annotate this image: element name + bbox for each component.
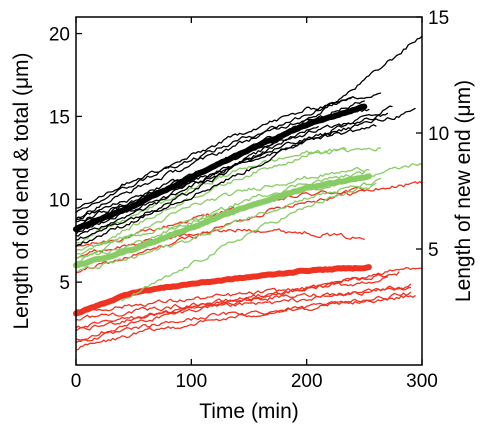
x-tick-label: 300 <box>406 371 438 392</box>
x-tick-label: 0 <box>71 371 82 392</box>
total-trace-4 <box>75 105 393 237</box>
old-end-trace-29 <box>75 276 389 313</box>
new-end-trace-16 <box>75 177 382 273</box>
series-layer <box>73 35 423 351</box>
old-end-trace-23 <box>75 267 423 341</box>
y-tick-label: 15 <box>49 107 70 128</box>
ticks-layer: 0 100 200 300 5 10 15 20 5 10 15 <box>49 8 449 392</box>
total-trace-7 <box>75 124 377 241</box>
new-end-trace-15 <box>75 146 347 255</box>
total-trace-6 <box>75 96 354 209</box>
y-tick-label: 5 <box>59 273 70 294</box>
old-end-trace-22 <box>75 228 365 259</box>
total-trace-5 <box>75 108 370 220</box>
x-axis-label: Time (min) <box>199 400 299 423</box>
new-end-trace-13 <box>75 166 370 260</box>
old-end-trace-27 <box>75 291 412 344</box>
y-tick-label: 10 <box>49 190 70 211</box>
old-end-mean-line <box>73 264 372 317</box>
old-end-trace-25 <box>75 295 416 351</box>
old-end-trace-28 <box>75 271 400 332</box>
y2-tick-label: 15 <box>428 8 449 29</box>
y2-tick-label: 5 <box>428 240 439 261</box>
y-tick-label: 20 <box>49 25 70 46</box>
x-tick-label: 200 <box>291 371 323 392</box>
total-trace-1 <box>75 35 423 248</box>
old-end-trace-21 <box>75 181 423 274</box>
y2-axis-label: Length of new end (μm) <box>452 80 475 302</box>
x-tick-label: 100 <box>175 371 207 392</box>
total-trace-3 <box>75 92 382 214</box>
new-end-trace-17 <box>121 182 377 302</box>
new-end-mean-line <box>73 173 372 269</box>
y2-tick-label: 10 <box>428 124 449 145</box>
y-axis-label: Length of old end & total (μm) <box>10 52 33 329</box>
plot-frame <box>75 16 423 366</box>
total-trace-9 <box>75 112 389 235</box>
total-mean-line <box>73 103 368 233</box>
